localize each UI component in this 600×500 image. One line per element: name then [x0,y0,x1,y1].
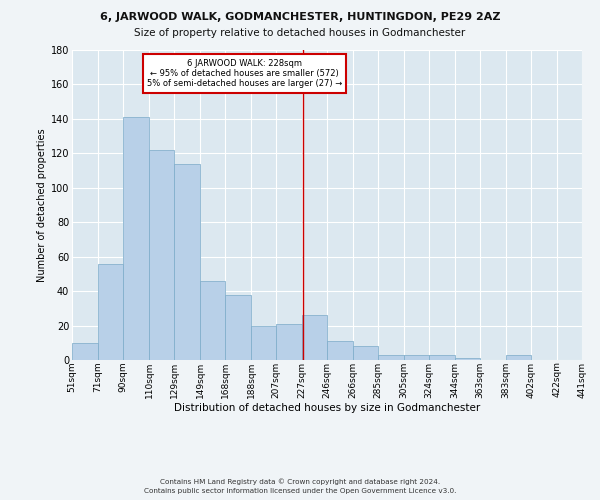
Text: 6, JARWOOD WALK, GODMANCHESTER, HUNTINGDON, PE29 2AZ: 6, JARWOOD WALK, GODMANCHESTER, HUNTINGD… [100,12,500,22]
Bar [225,294,251,360]
Bar [327,341,353,360]
Bar [455,358,480,360]
Bar [123,117,149,360]
X-axis label: Distribution of detached houses by size in Godmanchester: Distribution of detached houses by size … [174,404,480,413]
Bar [251,326,276,360]
Bar [378,355,404,360]
Bar [174,164,200,360]
Bar [429,355,455,360]
Text: Size of property relative to detached houses in Godmanchester: Size of property relative to detached ho… [134,28,466,38]
Bar [506,355,531,360]
Bar [200,281,225,360]
Text: Contains HM Land Registry data © Crown copyright and database right 2024.
Contai: Contains HM Land Registry data © Crown c… [144,478,456,494]
Bar [72,343,98,360]
Text: 6 JARWOOD WALK: 228sqm
← 95% of detached houses are smaller (572)
5% of semi-det: 6 JARWOOD WALK: 228sqm ← 95% of detached… [147,58,342,88]
Bar [149,150,174,360]
Bar [98,264,123,360]
Bar [302,315,327,360]
Bar [353,346,378,360]
Bar [276,324,302,360]
Bar [404,355,429,360]
Y-axis label: Number of detached properties: Number of detached properties [37,128,47,282]
